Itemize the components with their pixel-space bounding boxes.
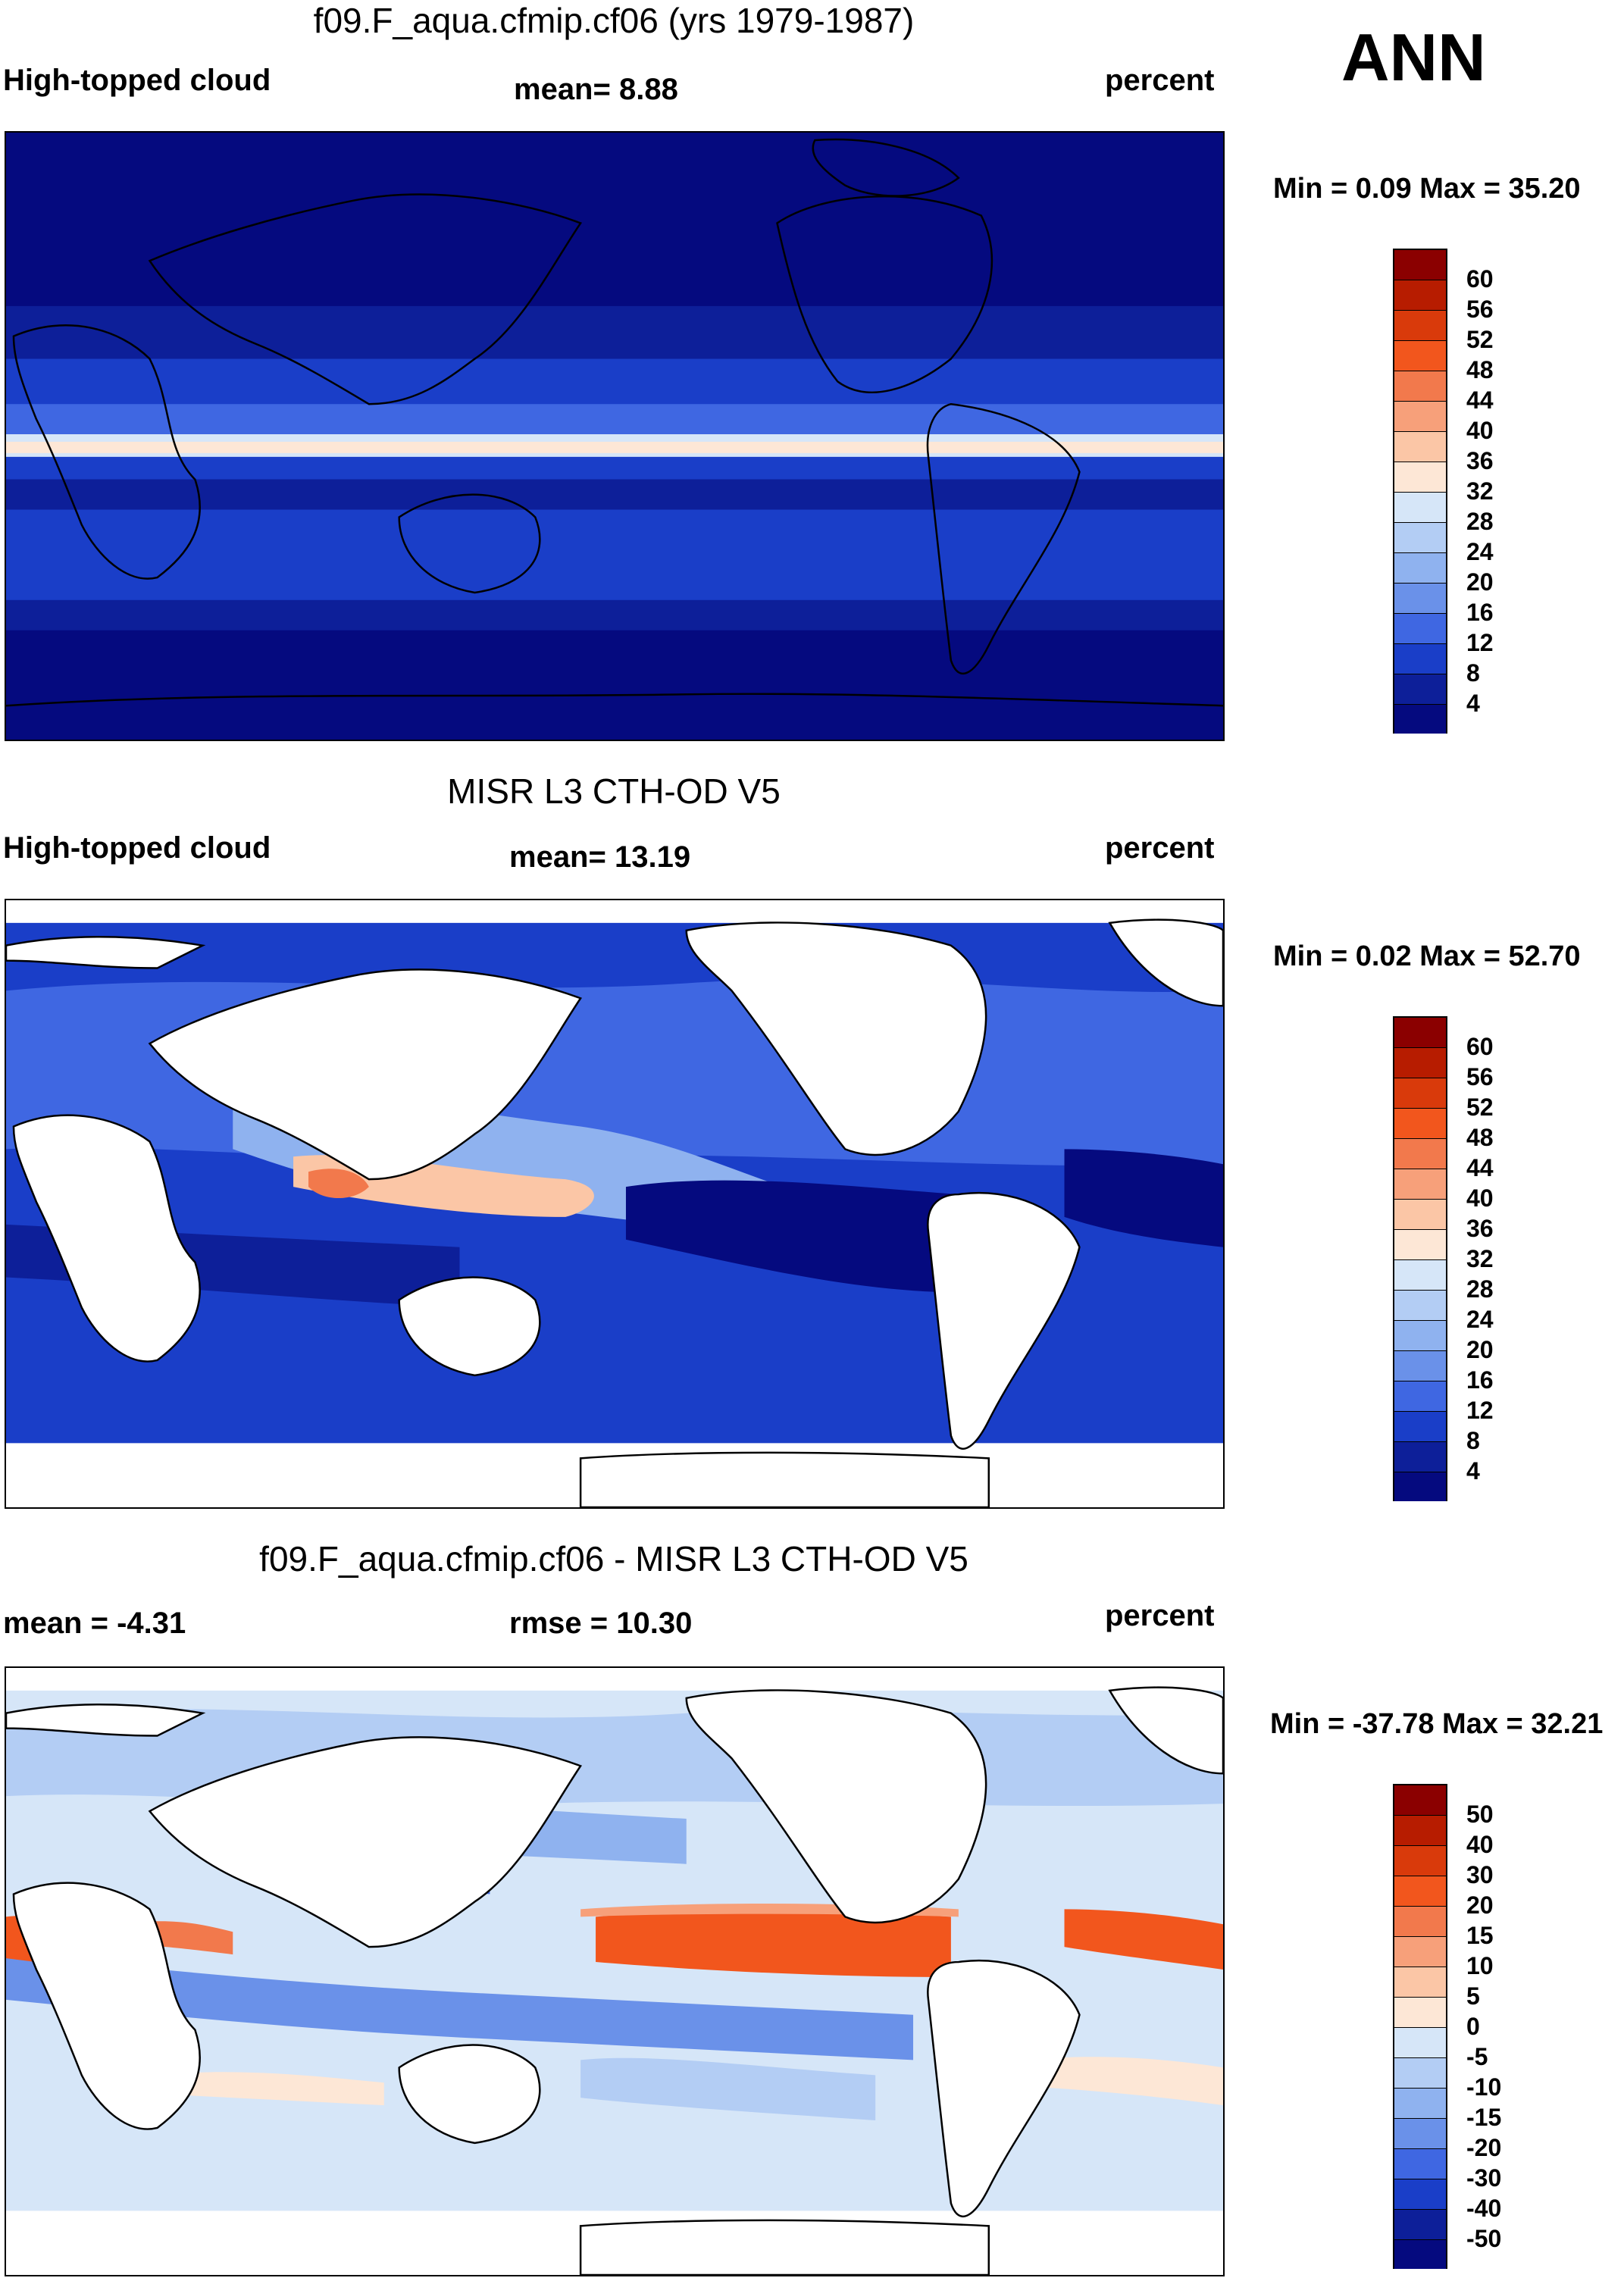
panel1-colorbar-tick: 28 — [1466, 508, 1494, 535]
panel2-colorbar-tick: 32 — [1466, 1245, 1494, 1272]
panel2-title: MISR L3 CTH-OD V5 — [447, 771, 781, 811]
panel1-colorbar-tick: 36 — [1466, 447, 1494, 474]
panel2-units-label: percent — [1105, 831, 1215, 865]
panel3-colorbar-tick: 10 — [1466, 1952, 1494, 1979]
panel1-colorbar-tick: 44 — [1466, 386, 1494, 414]
panel2-colorbar-tick: 4 — [1466, 1457, 1480, 1485]
panel3-colorbar-tick: -50 — [1466, 2225, 1502, 2252]
panel2-colorbar-tick: 56 — [1466, 1063, 1494, 1090]
panel2-variable-label: High-topped cloud — [3, 831, 271, 865]
panel1-mean-label: mean= 8.88 — [514, 73, 678, 106]
panel3-title: f09.F_aqua.cfmip.cf06 - MISR L3 CTH-OD V… — [259, 1539, 968, 1579]
panel3-colorbar-tick: 20 — [1466, 1891, 1494, 1919]
panel1-units-label: percent — [1105, 64, 1215, 97]
panel1-title: f09.F_aqua.cfmip.cf06 (yrs 1979-1987) — [313, 1, 915, 40]
panel3-rmse-label: rmse = 10.30 — [509, 1607, 693, 1640]
panel3-colorbar-tick: 50 — [1466, 1801, 1494, 1828]
panel3-mean-label: mean = -4.31 — [3, 1607, 186, 1640]
panel3-minmax: Min = -37.78 Max = 32.21 — [1270, 1708, 1604, 1740]
panel2-colorbar-tick: 8 — [1466, 1427, 1480, 1454]
panel3-colorbar-tick: -5 — [1466, 2043, 1488, 2070]
panel1-colorbar-tick: 40 — [1466, 417, 1494, 444]
panel1-colorbar-tick: 56 — [1466, 296, 1494, 323]
panel1-colorbar — [1393, 249, 1447, 734]
panel2-colorbar-tick: 44 — [1466, 1154, 1494, 1181]
panel1-colorbar-tick: 16 — [1466, 599, 1494, 626]
panel3-difference-map — [5, 1666, 1225, 2276]
panel1-colorbar-tick: 4 — [1466, 690, 1480, 717]
panel3-colorbar-tick: 40 — [1466, 1831, 1494, 1858]
panel1-colorbar-tick: 48 — [1466, 356, 1494, 383]
panel1-colorbar-tick: 12 — [1466, 629, 1494, 656]
panel2-colorbar-tick: 28 — [1466, 1275, 1494, 1303]
panel1-colorbar-tick: 20 — [1466, 568, 1494, 596]
panel3-colorbar-tick: 15 — [1466, 1922, 1494, 1949]
panel2-colorbar-tick: 16 — [1466, 1366, 1494, 1394]
panel2-colorbar-tick: 48 — [1466, 1124, 1494, 1151]
panel2-colorbar-tick: 36 — [1466, 1215, 1494, 1242]
panel2-colorbar — [1393, 1016, 1447, 1501]
panel2-colorbar-tick: 40 — [1466, 1184, 1494, 1212]
panel2-colorbar-tick: 20 — [1466, 1336, 1494, 1363]
panel1-colorbar-tick: 52 — [1466, 326, 1494, 353]
panel3-colorbar-tick: -15 — [1466, 2104, 1502, 2131]
season-label: ANN — [1341, 20, 1486, 95]
panel1-colorbar-tick: 32 — [1466, 477, 1494, 505]
panel3-colorbar-tick: -30 — [1466, 2164, 1502, 2192]
panel2-colorbar-tick: 52 — [1466, 1094, 1494, 1121]
panel2-colorbar-tick: 12 — [1466, 1397, 1494, 1424]
panel1-colorbar-tick: 24 — [1466, 538, 1494, 565]
panel1-model-map — [5, 131, 1225, 741]
panel3-colorbar-tick: 0 — [1466, 2013, 1480, 2040]
panel1-colorbar-tick: 60 — [1466, 265, 1494, 293]
panel3-units-label: percent — [1105, 1599, 1215, 1632]
panel2-minmax: Min = 0.02 Max = 52.70 — [1273, 940, 1581, 972]
panel3-colorbar-tick: -40 — [1466, 2195, 1502, 2222]
panel2-observation-map — [5, 899, 1225, 1509]
panel2-colorbar-tick: 24 — [1466, 1306, 1494, 1333]
panel2-mean-label: mean= 13.19 — [509, 840, 691, 874]
panel1-variable-label: High-topped cloud — [3, 64, 271, 97]
panel3-colorbar-tick: -10 — [1466, 2073, 1502, 2101]
panel3-colorbar-tick: 5 — [1466, 1982, 1480, 2010]
panel1-colorbar-tick: 8 — [1466, 659, 1480, 687]
panel1-minmax: Min = 0.09 Max = 35.20 — [1273, 173, 1581, 205]
panel3-colorbar-tick: 30 — [1466, 1861, 1494, 1888]
panel3-colorbar — [1393, 1784, 1447, 2269]
panel3-colorbar-tick: -20 — [1466, 2134, 1502, 2161]
panel2-colorbar-tick: 60 — [1466, 1033, 1494, 1060]
